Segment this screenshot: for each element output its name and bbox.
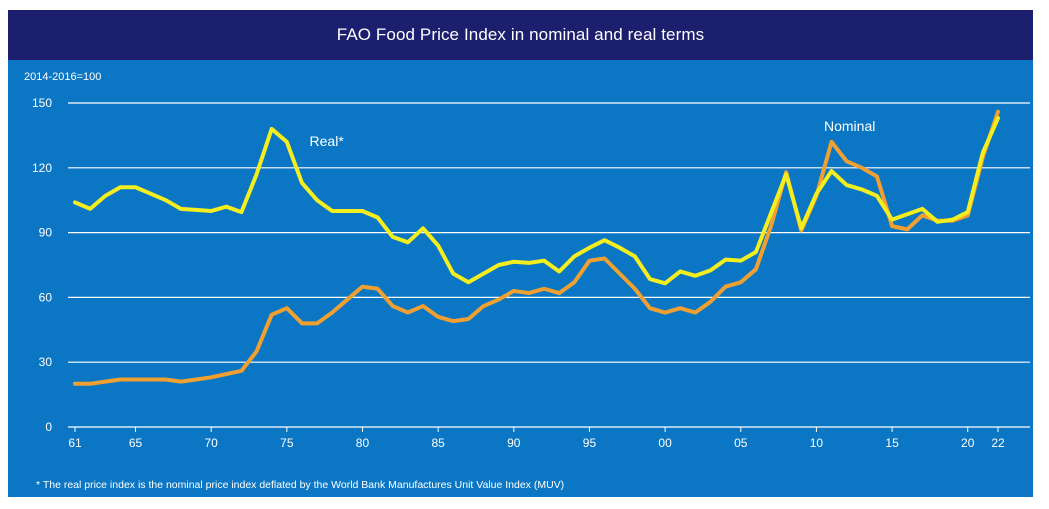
x-tick-labels: 61 65 70 75 80 85 90 95 00 05 10 15 20 22 xyxy=(68,427,1005,450)
x-tick-label: 00 xyxy=(658,436,672,450)
series-label-nominal: Nominal xyxy=(824,118,875,134)
y-tick-label: 0 xyxy=(45,420,52,434)
x-tick-label: 22 xyxy=(991,436,1005,450)
series-lines xyxy=(73,109,1000,386)
y-tick-label: 30 xyxy=(39,355,53,369)
y-tick-label: 60 xyxy=(39,290,53,304)
grid-lines xyxy=(68,102,1030,428)
series-line-real xyxy=(73,116,1000,286)
series-line-nominal xyxy=(73,109,1000,386)
x-tick-label: 65 xyxy=(129,436,143,450)
y-tick-label: 90 xyxy=(39,226,53,240)
x-tick-label: 85 xyxy=(431,436,445,450)
y-tick-label: 150 xyxy=(32,96,52,110)
series-label-real: Real* xyxy=(310,133,345,149)
x-tick-label: 10 xyxy=(810,436,824,450)
chart-panel: FAO Food Price Index in nominal and real… xyxy=(8,10,1033,497)
x-tick-label: 80 xyxy=(356,436,370,450)
title-bar: FAO Food Price Index in nominal and real… xyxy=(8,10,1033,60)
y-tick-label: 120 xyxy=(32,161,52,175)
footnote: * The real price index is the nominal pr… xyxy=(36,479,564,491)
y-unit-label: 2014-2016=100 xyxy=(24,71,101,83)
x-tick-label: 20 xyxy=(961,436,975,450)
chart-title: FAO Food Price Index in nominal and real… xyxy=(336,25,705,44)
x-tick-label: 70 xyxy=(205,436,219,450)
x-tick-label: 05 xyxy=(734,436,748,450)
x-tick-label: 95 xyxy=(583,436,597,450)
x-tick-label: 90 xyxy=(507,436,521,450)
x-tick-label: 15 xyxy=(885,436,899,450)
x-tick-label: 61 xyxy=(68,436,82,450)
y-tick-labels: 0 30 60 90 120 150 xyxy=(32,96,52,434)
series-labels: Real* Nominal xyxy=(310,118,876,149)
x-tick-label: 75 xyxy=(280,436,294,450)
